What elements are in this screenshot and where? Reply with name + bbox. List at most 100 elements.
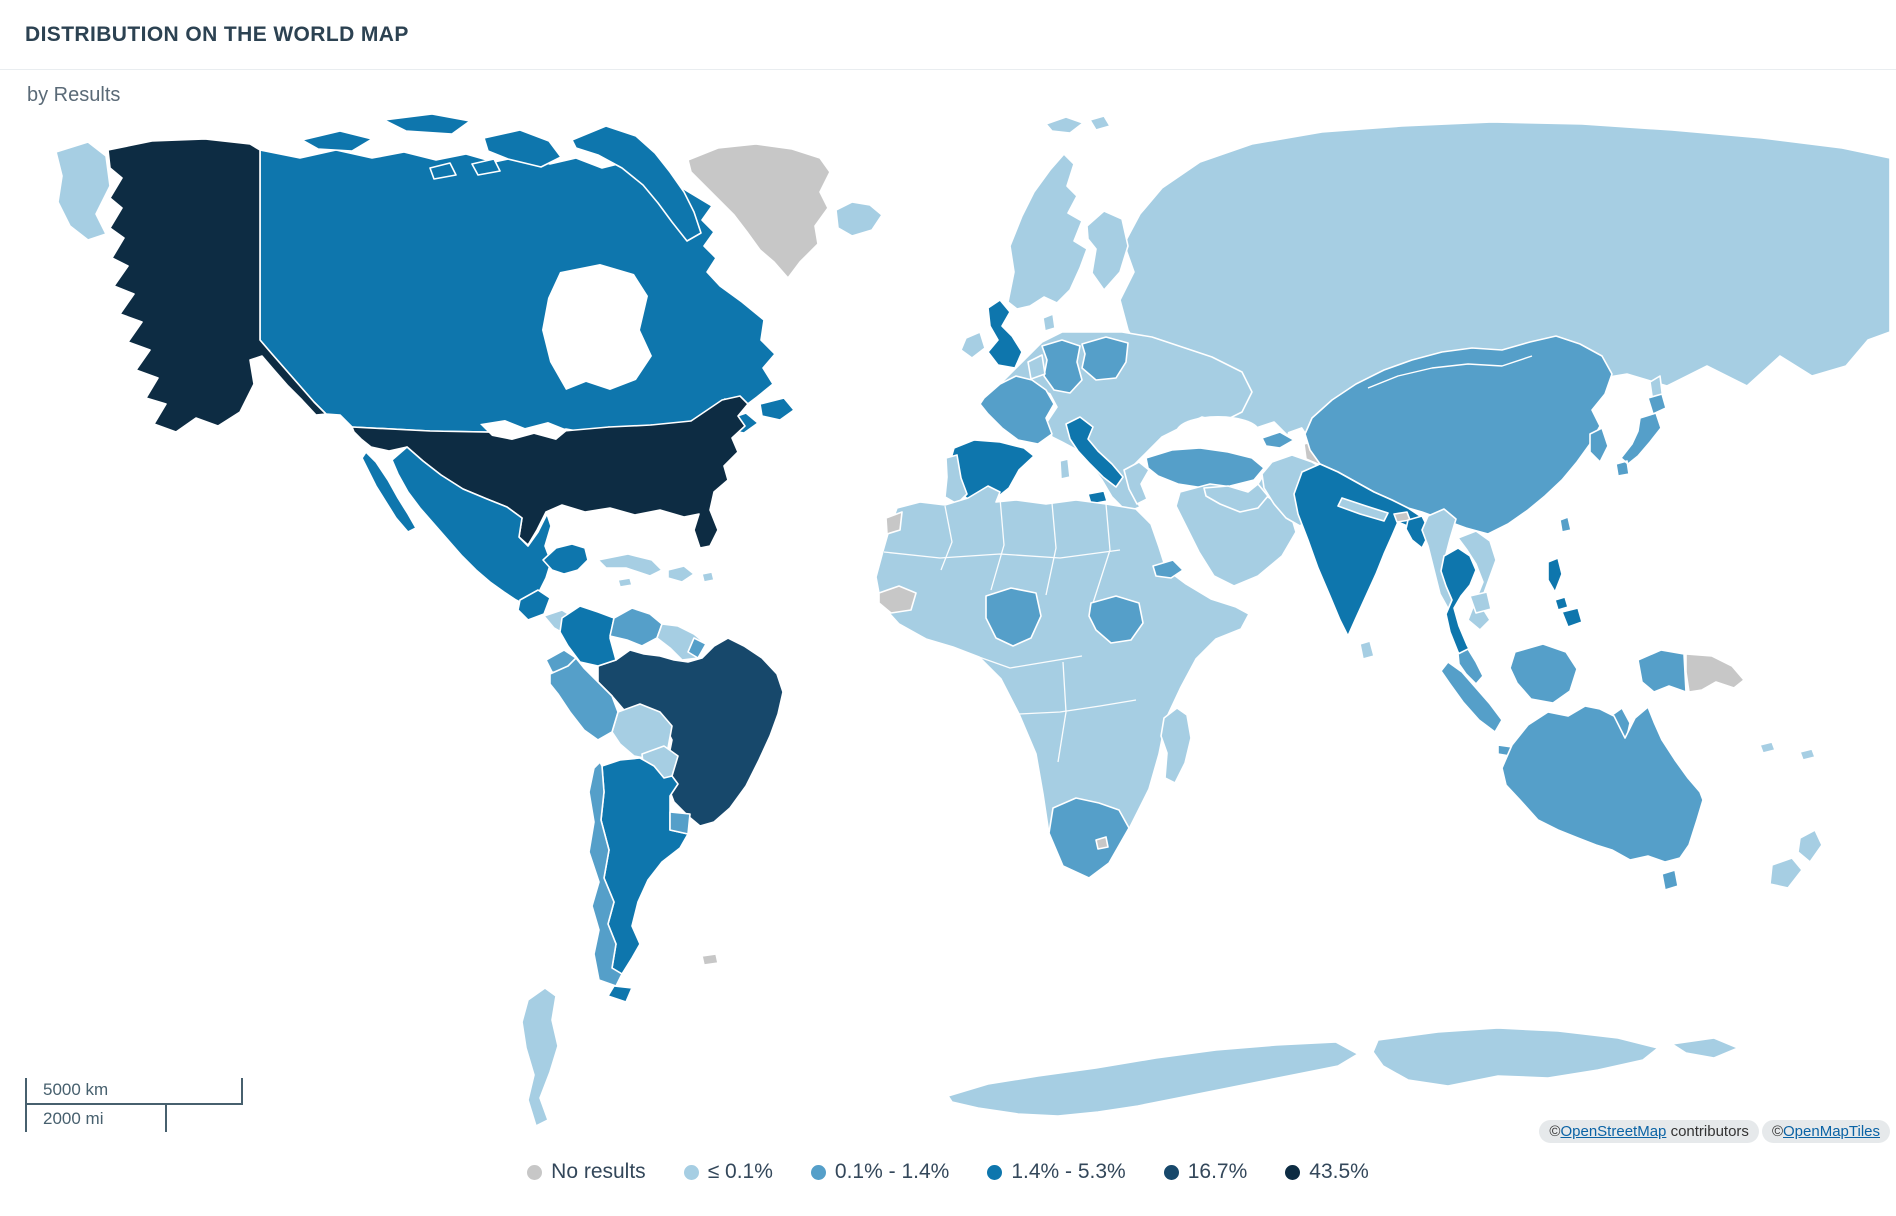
legend-label: 0.1% - 1.4% xyxy=(834,1160,950,1183)
region-guinea[interactable] xyxy=(878,585,917,614)
openmaptiles-link[interactable]: OpenMapTiles xyxy=(1783,1123,1880,1140)
region-denmark[interactable] xyxy=(1042,313,1056,332)
region-sardinia[interactable] xyxy=(1059,458,1071,480)
region-cambodia[interactable] xyxy=(1469,591,1492,614)
region-pacific-islands[interactable] xyxy=(1759,741,1816,761)
region-mexico[interactable] xyxy=(391,446,552,607)
region-turkey[interactable] xyxy=(1145,447,1265,489)
region-canada-arctic-islands[interactable] xyxy=(301,113,702,242)
region-philippines[interactable] xyxy=(1547,557,1583,628)
region-scandinavia[interactable] xyxy=(1007,153,1088,310)
region-ireland[interactable] xyxy=(960,331,986,359)
region-yucatan[interactable] xyxy=(542,543,589,575)
region-hispaniola[interactable] xyxy=(667,565,695,583)
region-nepal[interactable] xyxy=(1337,497,1389,522)
region-baja-california[interactable] xyxy=(361,451,417,533)
region-puerto-rico[interactable] xyxy=(701,571,715,583)
region-france[interactable] xyxy=(979,375,1055,445)
copyright-symbol: © xyxy=(1771,1123,1783,1140)
region-peru[interactable] xyxy=(549,657,619,741)
region-eritrea[interactable] xyxy=(1152,559,1184,579)
legend-swatch-no-results xyxy=(527,1164,543,1180)
africa-borders xyxy=(883,497,1137,763)
legend-item-le-0-1: ≤ 0.1% xyxy=(683,1160,773,1184)
region-madagascar[interactable] xyxy=(1160,707,1192,784)
omt-attribution: ©OpenMapTiles xyxy=(1761,1120,1890,1143)
legend-swatch-16-7 xyxy=(1163,1164,1179,1180)
region-borneo[interactable] xyxy=(1509,643,1578,704)
region-greece[interactable] xyxy=(1123,461,1150,505)
great-lakes xyxy=(480,420,568,440)
region-guatemala[interactable] xyxy=(517,589,551,621)
region-india[interactable] xyxy=(1293,463,1421,637)
copyright-symbol: © xyxy=(1549,1123,1561,1140)
region-iceland[interactable] xyxy=(835,201,883,237)
region-japan[interactable] xyxy=(1615,393,1667,477)
region-svalbard[interactable] xyxy=(1045,115,1111,134)
region-arabia[interactable] xyxy=(1175,483,1297,587)
region-sri-lanka[interactable] xyxy=(1359,640,1375,660)
region-uk[interactable] xyxy=(987,299,1023,369)
region-australia[interactable] xyxy=(1501,705,1704,863)
region-africa[interactable] xyxy=(875,485,1250,880)
legend-label: No results xyxy=(551,1160,646,1183)
region-lesotho[interactable] xyxy=(1095,836,1109,850)
region-alaska[interactable] xyxy=(107,138,327,433)
legend-label: 16.7% xyxy=(1187,1160,1248,1183)
map-legend: No results ≤ 0.1% 0.1% - 1.4% 1.4% - 5.3… xyxy=(0,1160,1896,1184)
legend-swatch-1-4-5-3 xyxy=(987,1164,1003,1180)
region-thailand[interactable] xyxy=(1440,547,1477,669)
region-sicily[interactable] xyxy=(1087,490,1108,505)
legend-label: ≤ 0.1% xyxy=(707,1160,773,1183)
region-papua-new-guinea[interactable] xyxy=(1685,653,1745,693)
region-new-zealand[interactable] xyxy=(1769,829,1823,889)
openstreetmap-link[interactable]: OpenStreetMap xyxy=(1560,1123,1667,1140)
region-tasmania[interactable] xyxy=(1661,869,1679,891)
legend-item-0-1-1-4: 0.1% - 1.4% xyxy=(810,1160,950,1184)
region-greenland[interactable] xyxy=(687,143,831,279)
legend-swatch-0-1-1-4 xyxy=(810,1164,826,1180)
black-sea xyxy=(1176,416,1260,448)
osm-attribution: ©OpenStreetMap contributors xyxy=(1539,1120,1759,1143)
region-falkland[interactable] xyxy=(701,953,719,966)
region-chile[interactable] xyxy=(588,761,623,987)
region-south-sudan[interactable] xyxy=(1088,595,1144,644)
legend-item-16-7: 16.7% xyxy=(1163,1160,1248,1184)
region-french-guiana[interactable] xyxy=(687,637,707,659)
region-italy[interactable] xyxy=(1065,416,1124,488)
region-taiwan[interactable] xyxy=(1559,516,1572,533)
region-caucasus[interactable] xyxy=(1261,431,1295,449)
region-western-sahara[interactable] xyxy=(885,511,903,535)
region-benelux[interactable] xyxy=(1027,354,1046,380)
region-uruguay[interactable] xyxy=(669,811,691,835)
region-south-africa[interactable] xyxy=(1048,797,1130,879)
region-finland[interactable] xyxy=(1086,210,1129,291)
legend-item-no-results: No results xyxy=(527,1160,646,1184)
region-korea[interactable] xyxy=(1589,427,1609,463)
region-malaysia[interactable] xyxy=(1457,648,1484,685)
region-colombia[interactable] xyxy=(559,605,617,667)
map-attribution: ©OpenStreetMap contributors ©OpenMapTile… xyxy=(1539,1120,1890,1143)
map-subtitle: by Results xyxy=(27,84,121,106)
mongolia-border xyxy=(1367,355,1533,389)
region-poland[interactable] xyxy=(1081,336,1129,381)
region-germany[interactable] xyxy=(1041,339,1083,394)
region-venezuela[interactable] xyxy=(609,607,663,647)
legend-label: 43.5% xyxy=(1309,1160,1369,1183)
region-jamaica[interactable] xyxy=(617,577,633,588)
legend-item-1-4-5-3: 1.4% - 5.3% xyxy=(987,1160,1126,1184)
region-new-guinea-west[interactable] xyxy=(1637,649,1687,693)
region-nigeria[interactable] xyxy=(985,587,1042,647)
region-cuba[interactable] xyxy=(597,553,663,577)
region-chukotka-west[interactable] xyxy=(55,141,111,241)
contributors-text: contributors xyxy=(1670,1123,1749,1140)
region-iraq-syria[interactable] xyxy=(1203,483,1269,513)
region-laos-vietnam[interactable] xyxy=(1457,530,1497,631)
region-canada[interactable] xyxy=(259,149,776,434)
region-tierra-del-fuego[interactable] xyxy=(607,985,633,1003)
legend-item-43-5: 43.5% xyxy=(1285,1160,1369,1184)
region-antarctica[interactable] xyxy=(521,987,1739,1127)
legend-label: 1.4% - 5.3% xyxy=(1011,1160,1126,1183)
